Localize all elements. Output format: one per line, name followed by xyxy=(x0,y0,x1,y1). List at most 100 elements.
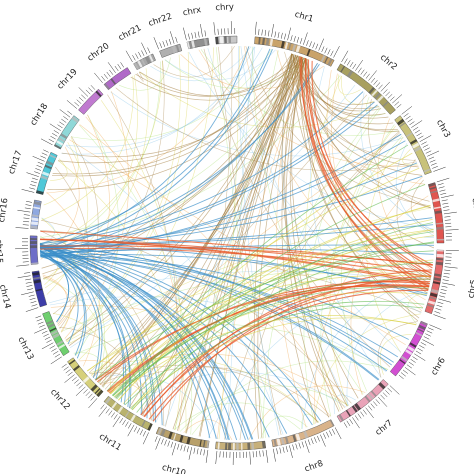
link xyxy=(106,144,409,392)
tick-mark xyxy=(183,445,186,452)
cytoband xyxy=(224,442,228,450)
tick-mark xyxy=(280,32,283,39)
tick-mark xyxy=(360,69,365,75)
tick-mark xyxy=(29,187,36,190)
cytoband xyxy=(351,405,358,413)
cytoband xyxy=(186,436,191,445)
label-chr16: chr16 xyxy=(0,197,10,223)
link xyxy=(341,76,374,105)
ideogram-chr22 xyxy=(159,43,183,58)
tick-mark xyxy=(329,430,333,437)
cytoband xyxy=(186,41,191,49)
link xyxy=(368,98,431,209)
tick-mark xyxy=(375,82,381,88)
cytoband xyxy=(35,288,43,292)
label-chr14: chr14 xyxy=(0,284,12,310)
cytoband xyxy=(433,206,442,210)
tick-mark xyxy=(312,42,315,49)
link xyxy=(95,250,434,381)
tick-mark xyxy=(373,401,378,407)
link xyxy=(112,242,435,397)
tick-mark xyxy=(401,106,413,115)
tick-mark xyxy=(303,32,308,45)
cytoband xyxy=(409,342,417,348)
cytoband xyxy=(117,406,124,414)
cytoband xyxy=(49,154,57,159)
cytoband xyxy=(280,437,285,445)
tick-mark xyxy=(15,227,29,229)
link xyxy=(40,140,406,256)
tick-mark xyxy=(442,206,449,208)
tick-mark xyxy=(442,202,449,205)
ideogram-chr2 xyxy=(336,63,396,115)
tick-mark xyxy=(436,177,450,183)
link xyxy=(58,114,110,327)
tick-mark xyxy=(410,359,416,363)
tick-mark xyxy=(380,394,385,400)
tick-mark xyxy=(24,272,31,274)
cytoband xyxy=(44,164,52,170)
tick-mark xyxy=(100,404,105,410)
link xyxy=(139,71,379,128)
tick-mark xyxy=(261,29,263,36)
tick-mark xyxy=(265,449,269,463)
tick-mark xyxy=(444,263,451,265)
cytoband xyxy=(434,210,442,214)
link xyxy=(57,160,187,434)
tick-mark xyxy=(122,419,126,426)
cytoband xyxy=(247,442,251,450)
tick-mark xyxy=(90,395,95,401)
tick-mark xyxy=(37,161,44,165)
tick-mark xyxy=(186,446,189,453)
tick-mark xyxy=(314,437,317,443)
link xyxy=(50,158,68,181)
tick-mark xyxy=(349,61,354,68)
cytoband xyxy=(47,323,55,329)
tick-mark xyxy=(429,324,442,330)
tick-mark xyxy=(67,110,73,115)
tick-mark xyxy=(180,444,183,451)
link xyxy=(40,251,270,438)
cytoband xyxy=(262,37,266,45)
tick-mark xyxy=(36,318,43,322)
label-chr19: chr19 xyxy=(56,67,80,91)
tick-mark xyxy=(217,28,219,35)
tick-mark xyxy=(188,446,193,460)
link xyxy=(55,166,89,329)
link xyxy=(102,53,293,388)
tick-mark xyxy=(34,171,40,174)
tick-mark xyxy=(103,73,108,79)
tick-mark xyxy=(88,393,93,399)
tick-mark xyxy=(141,42,148,55)
tick-mark xyxy=(61,118,67,123)
tick-mark xyxy=(304,440,310,453)
cytoband xyxy=(90,384,98,392)
link xyxy=(395,143,435,236)
cytoband xyxy=(291,43,297,52)
cytoband xyxy=(228,442,232,450)
tick-mark xyxy=(191,32,194,39)
tick-mark xyxy=(75,386,86,396)
tick-mark xyxy=(171,442,177,456)
cytoband xyxy=(30,225,38,230)
cytoband xyxy=(434,273,442,277)
tick-mark xyxy=(135,53,139,59)
link xyxy=(40,162,418,249)
tick-mark xyxy=(63,116,69,121)
tick-mark xyxy=(25,307,39,312)
tick-mark xyxy=(321,46,325,53)
cytoband xyxy=(354,403,361,411)
tick-mark xyxy=(197,31,200,38)
tick-mark xyxy=(412,126,419,131)
tick-mark xyxy=(324,47,328,54)
tick-mark xyxy=(119,417,124,424)
tick-mark xyxy=(355,59,363,71)
link xyxy=(143,285,430,417)
link xyxy=(61,46,255,155)
tick-mark xyxy=(438,186,445,189)
cytoband xyxy=(33,201,42,206)
tick-mark xyxy=(40,138,53,146)
cytoband xyxy=(370,390,377,397)
link xyxy=(260,415,308,439)
link xyxy=(79,124,193,435)
